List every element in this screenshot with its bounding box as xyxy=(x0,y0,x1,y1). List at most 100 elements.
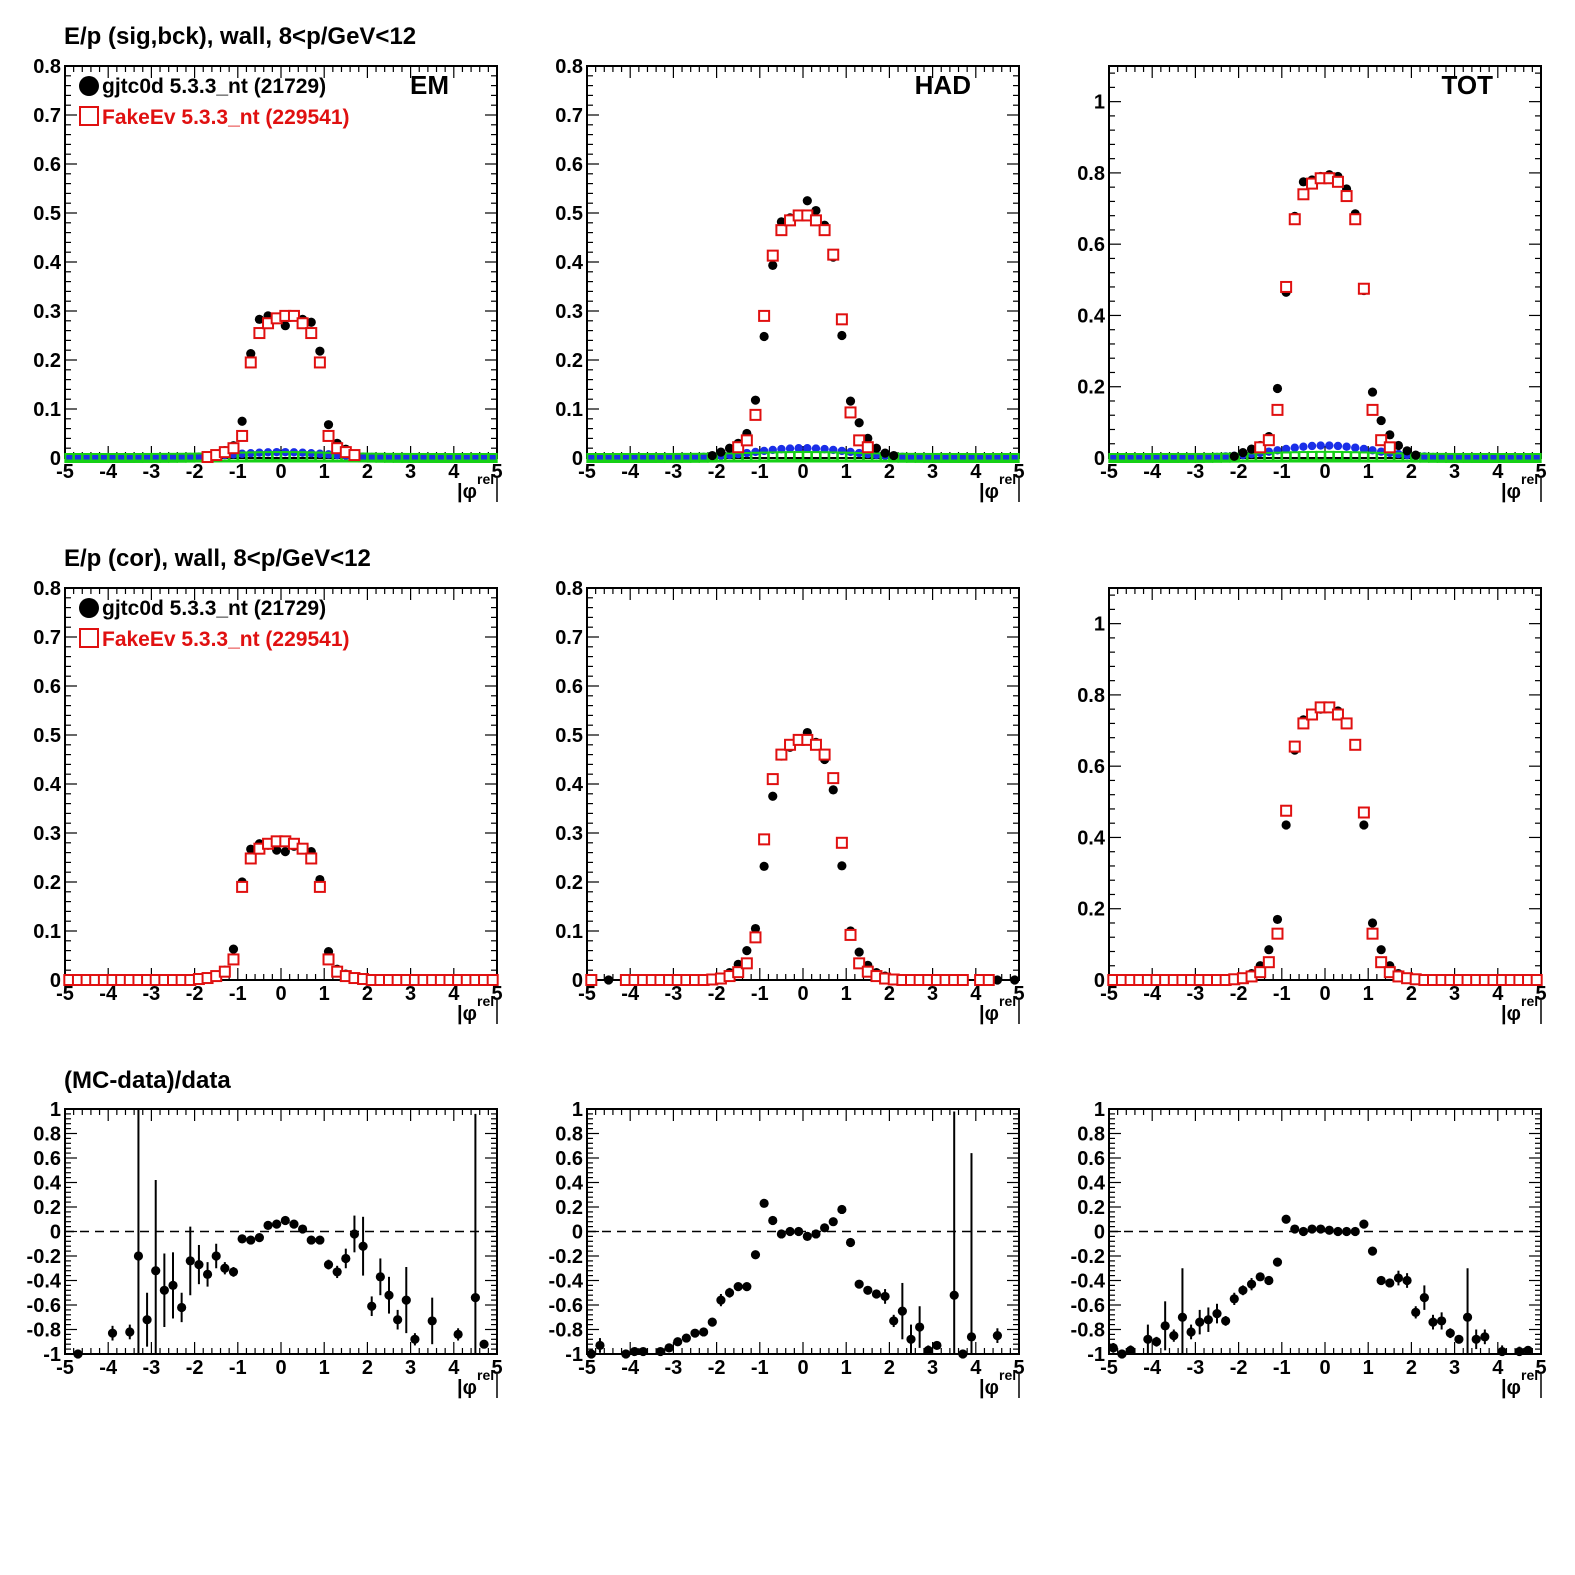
x-tick-label: 2 xyxy=(884,461,895,483)
plot-frame xyxy=(586,65,1020,459)
mc-point xyxy=(1366,403,1379,416)
data-point xyxy=(1160,1321,1170,1331)
legend-data-label: gjtc0d 5.3.3_nt (21729) xyxy=(102,597,326,620)
data-point xyxy=(802,1231,812,1241)
x-axis-label: |φ xyxy=(1501,1003,1521,1025)
legend-mc-marker xyxy=(79,628,99,648)
mc-point xyxy=(1271,927,1284,940)
panel-tag: HAD xyxy=(915,70,971,100)
data-point xyxy=(177,1302,187,1313)
data-point xyxy=(1359,1219,1369,1229)
data-point xyxy=(280,321,290,331)
blue-point xyxy=(785,444,795,453)
data-point xyxy=(125,1327,135,1337)
data-point xyxy=(159,1285,169,1295)
x-tick-label: -4 xyxy=(99,1357,118,1379)
data-point xyxy=(1229,1294,1239,1304)
panel-0-1: -5 -4 -3 -2 -1 0 1 2 3 4 5 0 0.1 0.2 0.3 0.4 0.5 0.6 0.7 0.… xyxy=(555,56,1024,503)
x-axis-label-sup: rel xyxy=(477,1367,494,1383)
legend-top: gjtc0d 5.3.3_nt (21729) FakeEv 5.3.3_nt … xyxy=(79,75,350,129)
data-point xyxy=(1471,1334,1481,1344)
y-tick-label: 0.6 xyxy=(555,154,583,176)
y-tick-label: -0.2 xyxy=(1071,1246,1105,1268)
mc-point xyxy=(758,833,771,846)
y-tick-label: 0.3 xyxy=(555,823,583,845)
blue-point xyxy=(1299,442,1308,451)
data-point xyxy=(1437,1316,1447,1326)
data-point xyxy=(1307,1224,1317,1234)
x-tick-label: 1 xyxy=(319,983,330,1005)
mc-point xyxy=(818,748,831,761)
legend-mc-marker xyxy=(79,106,99,126)
x-tick-label: 1 xyxy=(319,1357,330,1379)
x-tick-label: -4 xyxy=(621,1357,640,1379)
y-tick-label: 0.2 xyxy=(555,872,583,894)
legend-data-marker xyxy=(79,598,99,618)
data-point xyxy=(1117,1349,1127,1359)
data-point xyxy=(932,1340,942,1351)
y-tick-label: -0.2 xyxy=(27,1246,61,1268)
mc-point xyxy=(253,327,266,340)
mc-point xyxy=(1280,280,1293,293)
blue-point xyxy=(1307,441,1317,451)
data-point xyxy=(280,847,290,857)
x-tick-label: -2 xyxy=(186,1357,204,1379)
y-tick-label: 0.8 xyxy=(33,1124,61,1146)
data-point xyxy=(1143,1334,1153,1344)
panel-tag: TOT xyxy=(1441,70,1493,100)
data-point xyxy=(1212,1308,1222,1319)
mc-point xyxy=(1357,282,1370,295)
data-point xyxy=(1376,1275,1386,1286)
x-tick-label: 0 xyxy=(797,1357,808,1379)
y-tick-label: 0.4 xyxy=(33,252,62,274)
x-tick-label: 1 xyxy=(1363,983,1374,1005)
x-tick-label: 4 xyxy=(448,461,460,483)
data-point xyxy=(1281,820,1291,830)
panel-1-0: -5 -4 -3 -2 -1 0 1 2 3 4 5 0 0.1 0.2 0.3 0.4 0.5 0.6 0.7 0.… xyxy=(33,578,502,1025)
data-point xyxy=(992,975,1003,985)
green-point xyxy=(1358,451,1369,462)
data-point xyxy=(1255,1272,1265,1282)
x-tick-label: 0 xyxy=(275,1357,286,1379)
y-tick-label: 0.4 xyxy=(555,252,584,274)
x-tick-label: -3 xyxy=(143,461,161,483)
data-point xyxy=(785,1226,795,1237)
x-axis-label-sup: rel xyxy=(477,993,494,1009)
data-point xyxy=(1316,1224,1326,1234)
mc-point xyxy=(809,214,822,227)
data-series xyxy=(73,1109,489,1359)
blue-point xyxy=(1281,444,1291,454)
mc-point xyxy=(1271,403,1284,416)
data-point xyxy=(1411,1307,1421,1317)
x-tick-label: 5 xyxy=(1013,461,1024,483)
x-tick-label: -5 xyxy=(1100,461,1118,483)
y-tick-label: 0.2 xyxy=(1077,377,1105,399)
data-point xyxy=(1333,1226,1343,1237)
mc-point xyxy=(853,957,866,970)
data-point xyxy=(681,1333,691,1343)
data-point xyxy=(1402,1275,1412,1286)
data-point xyxy=(1108,1343,1118,1353)
x-tick-label: -5 xyxy=(1100,1357,1118,1379)
y-tick-label: -0.8 xyxy=(27,1320,61,1342)
mc-point xyxy=(732,966,745,979)
panel-0-0: -5 -4 -3 -2 -1 0 1 2 3 4 5 0 0.1 0.2 0.3 0.4 0.5 0.6 0.7 0.… xyxy=(33,56,502,503)
x-tick-label: -5 xyxy=(578,983,596,1005)
blue-point xyxy=(1212,452,1222,462)
blue-point xyxy=(837,446,847,456)
x-tick-label: -3 xyxy=(1187,1357,1205,1379)
data-point xyxy=(1367,387,1378,397)
x-tick-label: 5 xyxy=(491,1357,502,1379)
y-tick-label: -0.6 xyxy=(1071,1295,1105,1317)
y-tick-label: -1 xyxy=(1087,1344,1105,1366)
x-tick-label: -5 xyxy=(578,1357,596,1379)
data-point xyxy=(742,946,752,956)
data-point xyxy=(237,1234,247,1244)
mc-point xyxy=(244,356,257,369)
data-point xyxy=(142,1315,152,1325)
x-tick-label: 2 xyxy=(362,1357,373,1379)
y-tick-label: 0.6 xyxy=(555,676,583,698)
mc-point xyxy=(844,928,857,941)
x-axis-label: |φ xyxy=(979,481,999,503)
x-tick-label: -4 xyxy=(99,461,118,483)
